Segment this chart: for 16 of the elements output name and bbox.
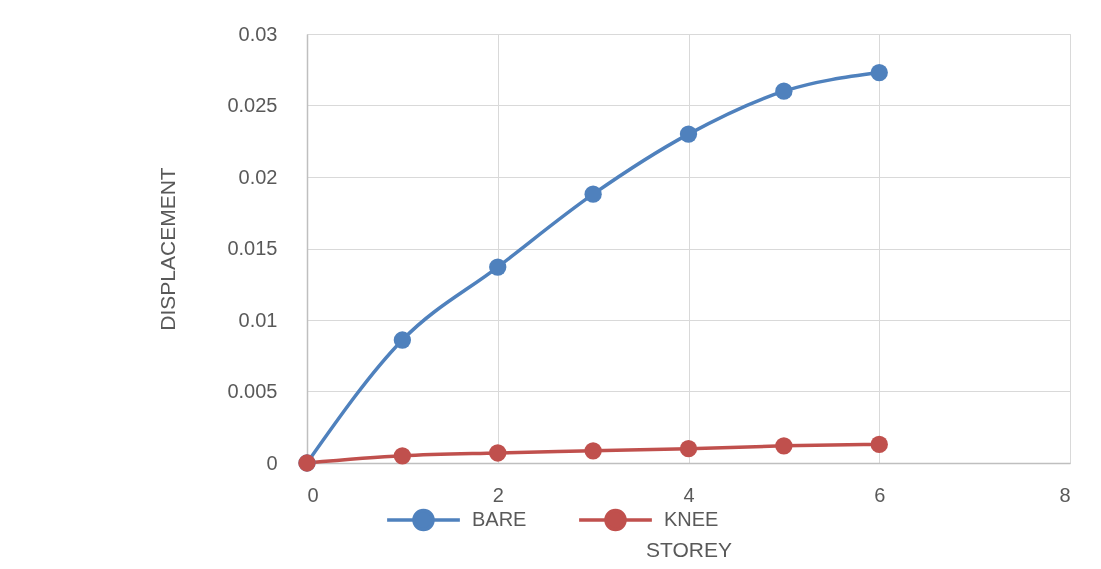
x-tick-label: 8	[1059, 483, 1071, 506]
legend-label: BARE	[472, 507, 527, 530]
legend-label: KNEE	[664, 507, 719, 530]
x-tick-label: 0	[307, 483, 319, 506]
y-tick-label: 0.005	[227, 380, 278, 402]
x-tick-label: 6	[874, 483, 886, 506]
y-axis-title: DISPLACEMENT	[156, 167, 180, 331]
y-tick-label: 0.01	[238, 308, 278, 331]
y-tick-label: 0	[266, 451, 278, 474]
x-tick-label: 4	[683, 483, 695, 506]
y-tick-label: 0.03	[238, 22, 278, 45]
y-tick-label: 0.02	[238, 165, 278, 188]
y-tick-label: 0.025	[227, 94, 278, 116]
y-tick-label: 0.015	[227, 237, 278, 259]
x-tick-label: 2	[492, 483, 504, 506]
x-axis-title: STOREY	[646, 537, 732, 561]
